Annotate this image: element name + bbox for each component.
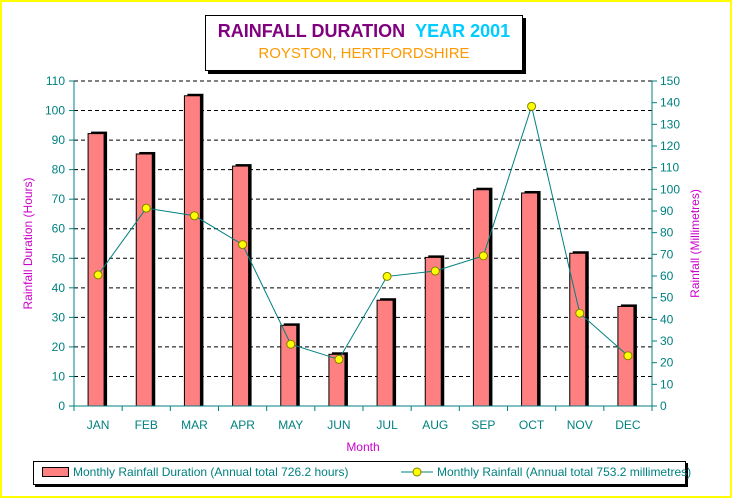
x-tick-label: AUG (422, 418, 448, 432)
legend-item-duration: Monthly Rainfall Duration (Annual total … (42, 465, 348, 479)
legend: Monthly Rainfall Duration (Annual total … (33, 461, 691, 485)
title-box: RAINFALL DURATION YEAR 2001 ROYSTON, HERT… (205, 15, 523, 71)
rainfall-point-jan (93, 270, 103, 280)
rainfall-point-feb (141, 203, 151, 213)
left-tick-label: 40 (52, 281, 66, 295)
x-tick-label: NOV (567, 418, 593, 432)
x-tick-label: DEC (615, 418, 641, 432)
x-axis-title: Month (346, 440, 379, 454)
legend-label-rainfall: Monthly Rainfall (Annual total 753.2 mil… (437, 465, 692, 479)
rainfall-point-sep (478, 251, 488, 261)
right-axis-title: Rainfall (Millimetres) (688, 189, 702, 298)
left-tick-label: 20 (52, 340, 66, 354)
rainfall-point-apr (238, 240, 248, 250)
chart-title: RAINFALL DURATION (217, 21, 406, 41)
x-tick-label: APR (230, 418, 255, 432)
bar-oct (521, 192, 539, 407)
right-tick-label: 140 (660, 96, 680, 110)
right-tick-label: 110 (660, 161, 679, 175)
chart-year: YEAR 2001 (415, 21, 511, 41)
rainfall-point-jun (334, 354, 344, 364)
right-tick-label: 80 (660, 226, 674, 240)
right-tick-label: 60 (660, 269, 674, 283)
right-tick-label: 70 (660, 247, 674, 261)
right-tick-label: 0 (660, 399, 667, 413)
bar-swatch-icon (42, 467, 69, 477)
x-tick-label: JAN (87, 418, 110, 432)
bar-apr (232, 165, 250, 407)
left-axis-title: Rainfall Duration (Hours) (21, 177, 35, 309)
bar-mar (183, 95, 201, 407)
right-tick-label: 150 (660, 74, 680, 88)
x-tick-label: JUL (376, 418, 398, 432)
x-tick-label: FEB (135, 418, 158, 432)
x-tick-label: MAR (181, 418, 208, 432)
bar-may (280, 324, 298, 407)
chart-subtitle: ROYSTON, HERTFORDSHIRE (258, 45, 470, 62)
right-tick-label: 130 (660, 117, 680, 131)
rainfall-line (97, 104, 629, 361)
rainfall-point-may (286, 339, 296, 349)
bar-feb (135, 153, 153, 407)
left-tick-label: 80 (52, 163, 66, 177)
legend-label-duration: Monthly Rainfall Duration (Annual total … (73, 465, 349, 479)
bar-aug (424, 256, 442, 407)
right-tick-label: 20 (660, 356, 674, 370)
right-tick-label: 40 (660, 312, 674, 326)
left-tick-label: 30 (52, 310, 66, 324)
x-tick-label: JUN (327, 418, 350, 432)
right-tick-label: 10 (660, 377, 674, 391)
bar-nov (569, 252, 587, 407)
right-tick-label: 100 (660, 182, 680, 196)
right-tick-label: 30 (660, 334, 674, 348)
left-tick-label: 90 (52, 133, 66, 147)
line-marker-icon (401, 467, 433, 477)
rainfall-point-oct (527, 101, 537, 111)
left-tick-label: 110 (46, 74, 65, 88)
rainfall-point-dec (623, 351, 633, 361)
left-tick-label: 100 (45, 104, 65, 118)
legend-item-rainfall: Monthly Rainfall (Annual total 753.2 mil… (400, 465, 691, 479)
x-tick-label: MAY (278, 418, 303, 432)
left-tick-label: 50 (52, 251, 66, 265)
rainfall-point-jul (382, 271, 392, 281)
rainfall-point-nov (575, 308, 585, 318)
bar-sep (472, 189, 490, 407)
right-tick-label: 120 (660, 139, 680, 153)
x-tick-label: OCT (519, 418, 545, 432)
left-tick-label: 10 (52, 369, 66, 383)
plot-area (74, 81, 652, 406)
bar-jul (376, 299, 394, 407)
rainfall-point-mar (189, 211, 199, 221)
right-tick-label: 50 (660, 291, 674, 305)
left-tick-label: 70 (52, 192, 66, 206)
left-tick-label: 0 (58, 399, 65, 413)
rainfall-point-aug (430, 266, 440, 276)
left-tick-label: 60 (52, 222, 66, 236)
x-tick-label: SEP (471, 418, 495, 432)
right-tick-label: 90 (660, 204, 674, 218)
